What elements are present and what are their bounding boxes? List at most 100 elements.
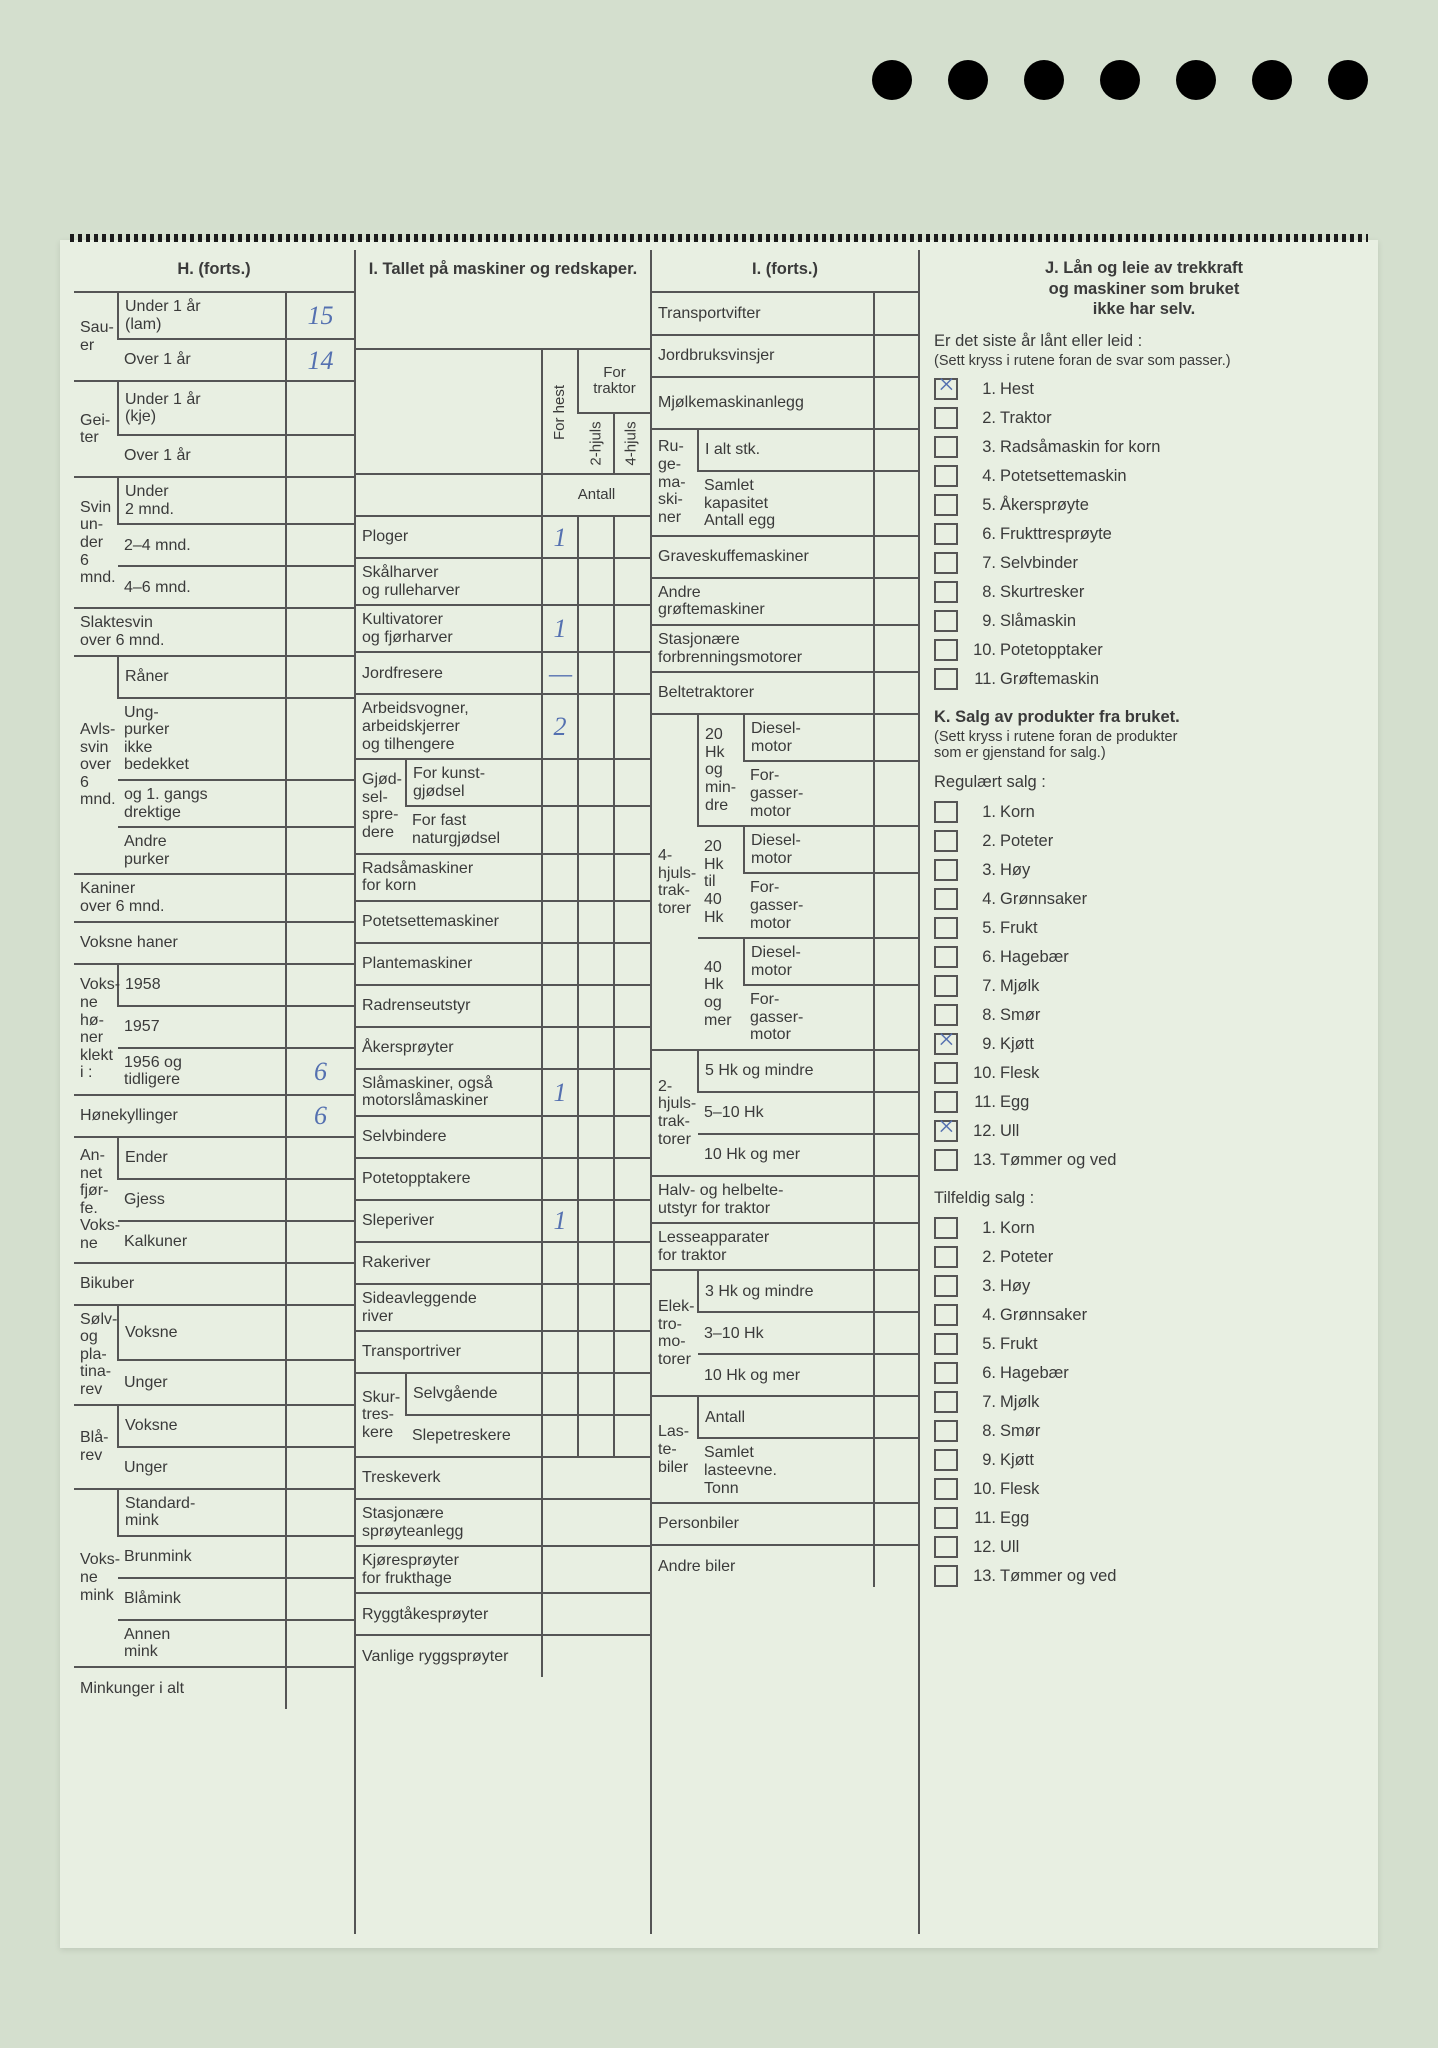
cell[interactable] <box>874 985 918 1050</box>
cell[interactable] <box>874 1134 918 1176</box>
checkbox[interactable] <box>934 1217 958 1239</box>
cell[interactable] <box>542 943 578 985</box>
cell[interactable] <box>874 1354 918 1396</box>
cell[interactable] <box>542 901 578 943</box>
cell[interactable] <box>614 1331 650 1373</box>
checkbox[interactable] <box>934 1449 958 1471</box>
cell[interactable] <box>542 1457 650 1499</box>
cell[interactable] <box>578 943 614 985</box>
cell[interactable] <box>286 477 354 524</box>
cell[interactable] <box>578 1116 614 1158</box>
cell[interactable] <box>286 1006 354 1048</box>
slepe-1[interactable]: 1 <box>542 1200 578 1242</box>
checkbox[interactable] <box>934 581 958 603</box>
sauer-o1-val[interactable]: 14 <box>286 339 354 381</box>
cell[interactable] <box>542 1158 578 1200</box>
checkbox[interactable] <box>934 830 958 852</box>
cell[interactable] <box>542 759 578 806</box>
cell[interactable] <box>286 1305 354 1360</box>
checkbox[interactable] <box>934 888 958 910</box>
1956-val[interactable]: 6 <box>286 1048 354 1095</box>
checkbox[interactable] <box>934 1391 958 1413</box>
cell[interactable] <box>614 759 650 806</box>
cell[interactable] <box>614 943 650 985</box>
checkbox[interactable] <box>934 946 958 968</box>
cell[interactable] <box>614 806 650 853</box>
checkbox[interactable] <box>934 436 958 458</box>
cell[interactable] <box>286 1536 354 1578</box>
cell[interactable] <box>578 806 614 853</box>
checkbox[interactable] <box>934 1478 958 1500</box>
checkbox[interactable] <box>934 378 958 400</box>
cell[interactable] <box>614 516 650 558</box>
cell[interactable] <box>614 558 650 605</box>
slam-1[interactable]: 1 <box>542 1069 578 1116</box>
cell[interactable] <box>578 516 614 558</box>
checkbox[interactable] <box>934 1333 958 1355</box>
cell[interactable] <box>874 672 918 714</box>
checkbox[interactable] <box>934 801 958 823</box>
cell[interactable] <box>614 652 650 694</box>
cell[interactable] <box>874 938 918 985</box>
checkbox[interactable] <box>934 1565 958 1587</box>
checkbox[interactable] <box>934 494 958 516</box>
cell[interactable] <box>578 1069 614 1116</box>
cell[interactable] <box>542 806 578 853</box>
checkbox[interactable] <box>934 668 958 690</box>
cell[interactable] <box>614 901 650 943</box>
cell[interactable] <box>874 1270 918 1312</box>
cell[interactable] <box>542 1415 578 1457</box>
cell[interactable] <box>614 1158 650 1200</box>
arb-1[interactable]: 2 <box>542 694 578 759</box>
checkbox[interactable] <box>934 465 958 487</box>
cell[interactable] <box>874 1503 918 1545</box>
cell[interactable] <box>578 1284 614 1331</box>
cell[interactable] <box>874 1312 918 1354</box>
cell[interactable] <box>286 1447 354 1489</box>
checkbox[interactable] <box>934 552 958 574</box>
cell[interactable] <box>286 1221 354 1263</box>
checkbox[interactable] <box>934 610 958 632</box>
cell[interactable] <box>874 1050 918 1092</box>
checkbox[interactable] <box>934 917 958 939</box>
cell[interactable] <box>578 1331 614 1373</box>
checkbox[interactable] <box>934 1062 958 1084</box>
cell[interactable] <box>874 1092 918 1134</box>
checkbox[interactable] <box>934 1149 958 1171</box>
checkbox[interactable] <box>934 1120 958 1142</box>
cell[interactable] <box>874 714 918 761</box>
checkbox[interactable] <box>934 407 958 429</box>
cell[interactable] <box>542 1242 578 1284</box>
honekyll-val[interactable]: 6 <box>286 1095 354 1137</box>
cell[interactable] <box>286 566 354 608</box>
cell[interactable] <box>578 759 614 806</box>
cell[interactable] <box>874 1545 918 1587</box>
cell[interactable] <box>578 1158 614 1200</box>
checkbox[interactable] <box>934 1304 958 1326</box>
cell[interactable] <box>286 1179 354 1221</box>
cell[interactable] <box>614 694 650 759</box>
cell[interactable] <box>578 1373 614 1415</box>
cell[interactable] <box>542 1546 650 1593</box>
cell[interactable] <box>578 558 614 605</box>
checkbox[interactable] <box>934 859 958 881</box>
cell[interactable] <box>614 1069 650 1116</box>
cell[interactable] <box>874 377 918 429</box>
cell[interactable] <box>578 1242 614 1284</box>
cell[interactable] <box>286 1360 354 1405</box>
ploger-1[interactable]: 1 <box>542 516 578 558</box>
cell[interactable] <box>614 1027 650 1069</box>
checkbox[interactable] <box>934 1246 958 1268</box>
cell[interactable] <box>542 1116 578 1158</box>
cell[interactable] <box>614 1242 650 1284</box>
cell[interactable] <box>286 1578 354 1620</box>
cell[interactable] <box>286 1263 354 1305</box>
cell[interactable] <box>286 1137 354 1179</box>
cell[interactable] <box>542 1027 578 1069</box>
cell[interactable] <box>578 694 614 759</box>
cell[interactable] <box>286 381 354 435</box>
cell[interactable] <box>578 854 614 901</box>
cell[interactable] <box>578 652 614 694</box>
cell[interactable] <box>286 435 354 477</box>
cell[interactable] <box>578 985 614 1027</box>
